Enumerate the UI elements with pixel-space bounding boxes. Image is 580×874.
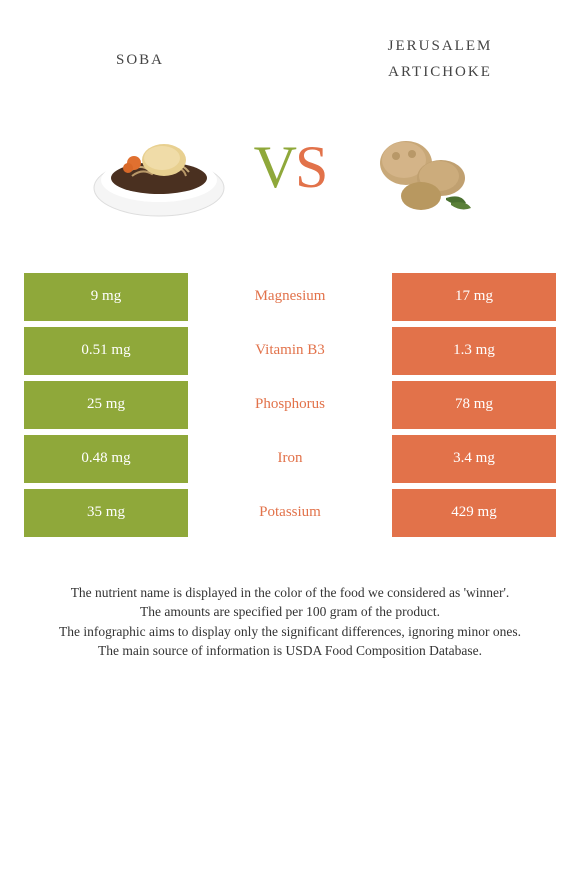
artichoke-image <box>346 103 496 233</box>
footer-line: The infographic aims to display only the… <box>20 622 560 642</box>
vs-row: VS <box>0 93 580 253</box>
nutrient-name: Iron <box>188 435 392 483</box>
vs-s: S <box>295 134 326 200</box>
right-food-title: jerusalem artichoke <box>340 30 540 83</box>
left-value: 9 mg <box>24 273 188 321</box>
nutrient-name: Vitamin B3 <box>188 327 392 375</box>
table-row: 25 mg Phosphorus 78 mg <box>24 381 556 429</box>
header: soba jerusalem artichoke <box>0 0 580 93</box>
left-value: 0.48 mg <box>24 435 188 483</box>
table-row: 9 mg Magnesium 17 mg <box>24 273 556 321</box>
header-right: jerusalem artichoke <box>340 30 540 83</box>
footer-line: The nutrient name is displayed in the co… <box>20 583 560 603</box>
header-left: soba <box>40 30 240 83</box>
nutrient-name: Phosphorus <box>188 381 392 429</box>
table-row: 0.51 mg Vitamin B3 1.3 mg <box>24 327 556 375</box>
footer: The nutrient name is displayed in the co… <box>0 543 580 681</box>
nutrient-name: Magnesium <box>188 273 392 321</box>
nutrient-table: 9 mg Magnesium 17 mg 0.51 mg Vitamin B3 … <box>24 273 556 537</box>
left-value: 35 mg <box>24 489 188 537</box>
vs-label: VS <box>254 133 327 202</box>
right-value: 17 mg <box>392 273 556 321</box>
right-value: 1.3 mg <box>392 327 556 375</box>
table-row: 0.48 mg Iron 3.4 mg <box>24 435 556 483</box>
right-value: 78 mg <box>392 381 556 429</box>
right-value: 3.4 mg <box>392 435 556 483</box>
left-value: 0.51 mg <box>24 327 188 375</box>
right-value: 429 mg <box>392 489 556 537</box>
left-food-title: soba <box>40 44 240 70</box>
table-row: 35 mg Potassium 429 mg <box>24 489 556 537</box>
soba-image <box>84 103 234 233</box>
footer-line: The amounts are specified per 100 gram o… <box>20 602 560 622</box>
vs-v: V <box>254 134 295 200</box>
footer-line: The main source of information is USDA F… <box>20 641 560 661</box>
nutrient-name: Potassium <box>188 489 392 537</box>
left-value: 25 mg <box>24 381 188 429</box>
